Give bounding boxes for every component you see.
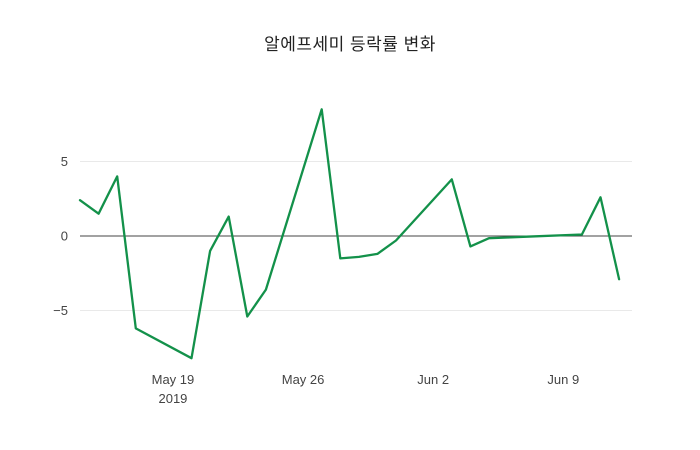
chart-title: 알에프세미 등락률 변화	[264, 35, 436, 54]
y-tick-label: 0	[61, 229, 68, 244]
x-tick-label: May 26	[282, 372, 325, 387]
x-tick-label: May 19	[152, 372, 195, 387]
x-tick-label: Jun 2	[417, 372, 449, 387]
y-tick-label: 5	[61, 154, 68, 169]
y-tick-label: −5	[53, 303, 68, 318]
x-tick-year-label: 2019	[158, 391, 187, 406]
x-tick-label: Jun 9	[547, 372, 579, 387]
price-change-line	[78, 108, 621, 360]
